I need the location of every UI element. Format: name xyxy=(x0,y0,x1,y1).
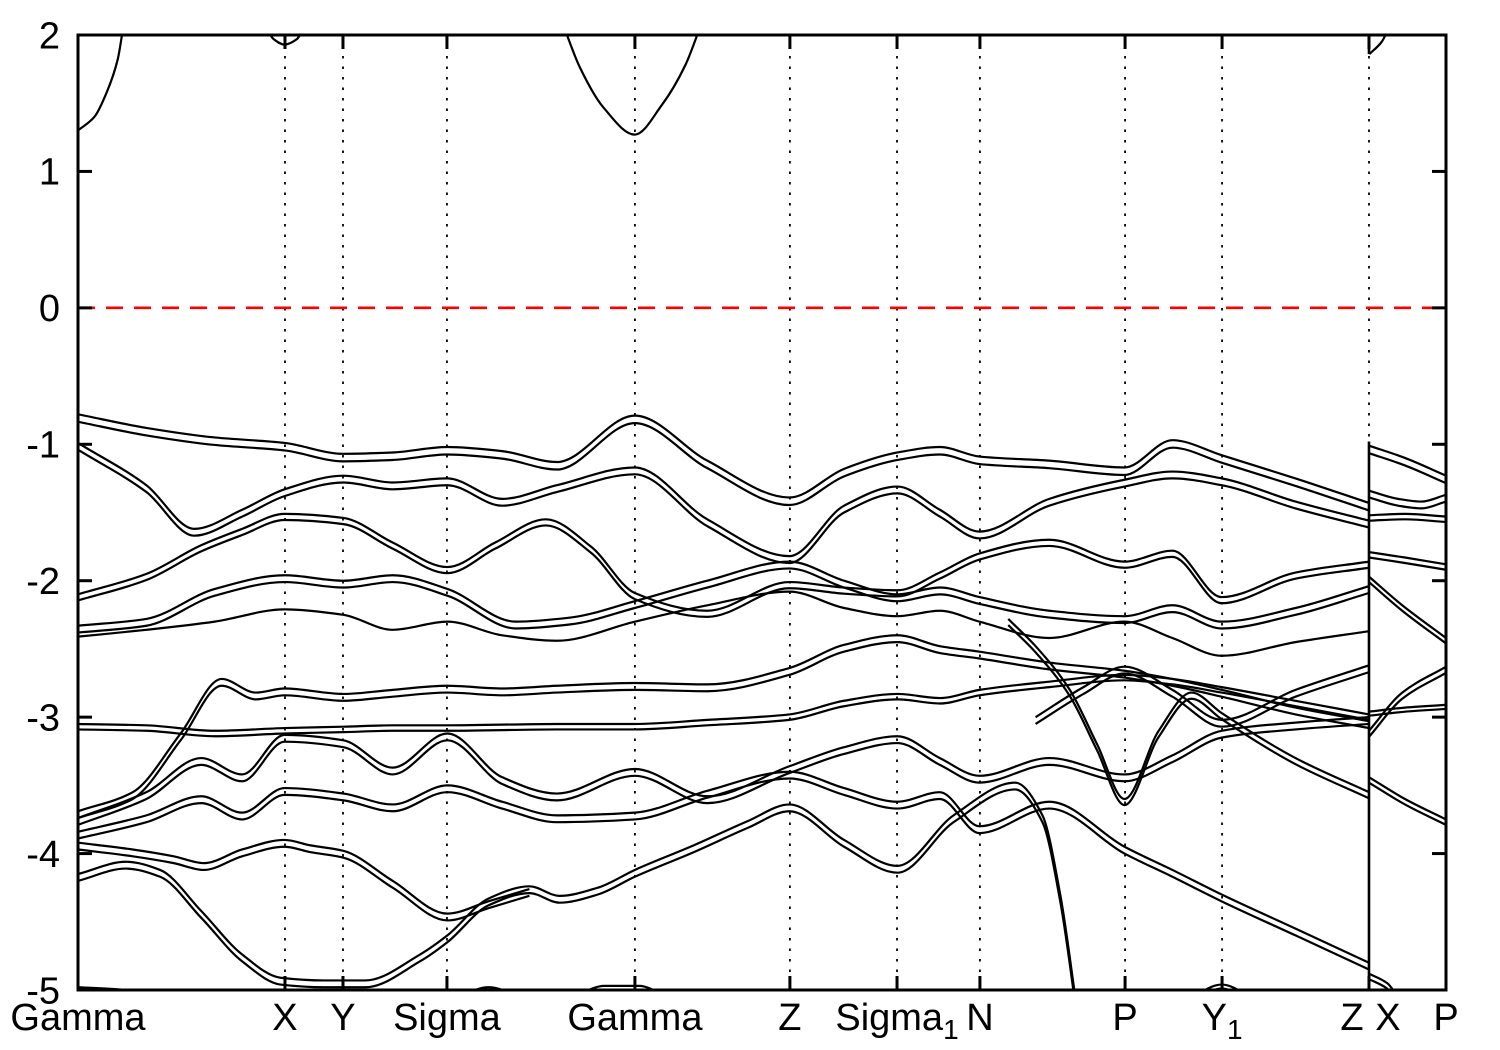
kpoint-label-x: X xyxy=(272,997,297,1039)
band-valence-2-lower xyxy=(78,448,1370,565)
kpoint-label-p: P xyxy=(1112,997,1137,1039)
band-valence-4-right-lower xyxy=(1368,556,1446,571)
band-bottom-arc-gamma2 xyxy=(586,984,656,990)
y-tick-label-0: 0 xyxy=(39,288,60,330)
y-tick-label--5: -5 xyxy=(26,970,60,1012)
band-valence-13-left-bottom-upper xyxy=(78,986,133,990)
band-cond-gamma-left xyxy=(78,35,124,132)
band-valence-1-right-upper xyxy=(1368,444,1446,477)
band-valence-1-right-lower xyxy=(1368,452,1446,485)
y-tick-label--1: -1 xyxy=(26,425,60,467)
band-valence-7-upper xyxy=(78,673,1370,732)
bands-group xyxy=(78,35,1446,990)
y-tick-label-2: 2 xyxy=(39,15,60,57)
kpoint-label-gamma: Gamma xyxy=(10,997,146,1039)
band-valence-8-right-lower xyxy=(1368,781,1446,826)
band-valence-4-right-upper xyxy=(1368,550,1446,566)
band-valence-8-right-upper xyxy=(1368,776,1446,821)
band-valence-1-lower xyxy=(78,420,1370,512)
axis-ticks xyxy=(76,33,1448,992)
band-valence-7-lower xyxy=(78,679,1370,738)
band-valence-12-p-peak-lower xyxy=(1035,671,1370,728)
band-valence-4-upper xyxy=(78,560,1370,627)
kpoint-label-gamma: Gamma xyxy=(567,997,703,1039)
band-valence-9-lower xyxy=(78,777,1370,971)
band-valence-5 xyxy=(78,590,1370,657)
band-valence-1-upper xyxy=(78,413,1370,504)
kpoint-label-z: Z xyxy=(1340,997,1363,1039)
band-valence-6-upper xyxy=(78,634,1370,813)
band-valence-2-upper xyxy=(78,441,1370,558)
band-valence-10-deep-lower xyxy=(78,788,1075,990)
band-valence-2-right-lower xyxy=(1368,496,1446,510)
kpoint-label-y1: Y1 xyxy=(1202,997,1243,1045)
band-valence-11-p-parabola-lower xyxy=(1007,624,1370,807)
band-cond-x2-arc xyxy=(1368,35,1387,55)
band-valence-5-right-lower xyxy=(1368,581,1446,645)
y-tick-label--3: -3 xyxy=(26,697,60,739)
band-valence-10-deep-upper xyxy=(78,781,1076,990)
band-valence-9-right-upper xyxy=(1368,972,1395,990)
band-valence-6-lower xyxy=(78,641,1370,820)
band-valence-2-right-upper xyxy=(1368,489,1446,503)
band-valence-3-upper xyxy=(78,512,1370,612)
kpoint-label-x: X xyxy=(1375,997,1400,1039)
band-valence-5-right-upper xyxy=(1368,575,1446,639)
band-valence-8-lower xyxy=(78,722,1370,826)
y-tick-label--4: -4 xyxy=(26,834,60,876)
band-valence-11-p-parabola-upper xyxy=(1007,618,1370,801)
band-valence-7-right-upper xyxy=(1368,703,1446,713)
kpoint-gridlines xyxy=(284,35,1370,990)
band-valence-3-lower xyxy=(78,518,1370,618)
kpoint-label-p: P xyxy=(1433,997,1458,1039)
y-axis-labels: -5 -4 -3 -2 -1 0 1 2 xyxy=(26,15,60,1012)
kpoint-label-sigma1: Sigma1 xyxy=(835,997,958,1045)
band-cond-gamma2-dip xyxy=(565,35,699,136)
band-valence-4-lower xyxy=(78,567,1370,634)
band-valence-12-p-peak-upper xyxy=(1035,664,1370,721)
band-valence-8-upper xyxy=(78,716,1370,820)
kpoint-label-n: N xyxy=(966,997,993,1039)
band-valence-7-right-lower xyxy=(1368,707,1446,717)
band-valence-9-upper xyxy=(78,770,1370,964)
band-valence-6-right-lower xyxy=(1368,671,1446,738)
band-valence-6-right-upper xyxy=(1368,665,1446,732)
band-valence-3-right-lower xyxy=(1368,518,1446,524)
plot-frame xyxy=(76,33,1448,992)
y-tick-label-1: 1 xyxy=(39,152,60,194)
kpoint-label-sigma: Sigma xyxy=(393,997,502,1039)
y-tick-label--2: -2 xyxy=(26,561,60,603)
band-valence-14-lower xyxy=(78,845,530,922)
band-valence-3-right-upper xyxy=(1368,512,1446,518)
band-bottom-arc-sigma xyxy=(472,986,506,990)
band-valence-14-upper xyxy=(78,838,530,915)
kpoint-labels: Gamma X Y Sigma Gamma Z Sigma1 N P Y1 Z X P xyxy=(10,997,1458,1045)
kpoint-label-z: Z xyxy=(778,997,801,1039)
kpoint-label-y: Y xyxy=(330,997,355,1039)
